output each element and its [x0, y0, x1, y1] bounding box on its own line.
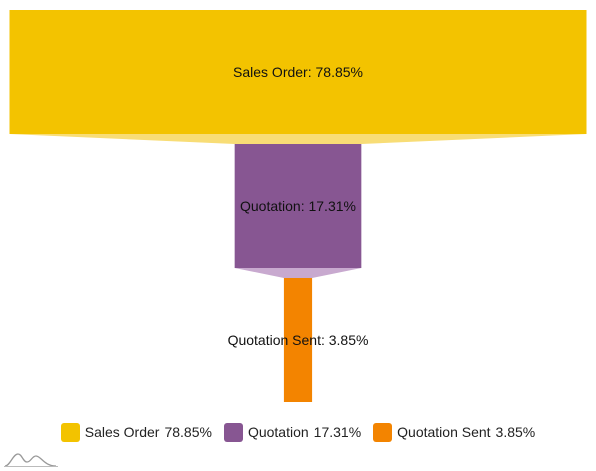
funnel-bar-quotation-sent[interactable] [283, 278, 313, 402]
legend: Sales Order 78.85% Quotation 17.31% Quot… [0, 420, 596, 444]
legend-item-quotation-sent[interactable]: Quotation Sent 3.85% [373, 422, 536, 442]
legend-label-sales-order: Sales Order [84, 424, 160, 440]
legend-swatch-sales-order [60, 422, 80, 442]
legend-value-sales-order: 78.85% [164, 424, 212, 440]
legend-item-sales-order[interactable]: Sales Order 78.85% [60, 422, 212, 442]
legend-item-quotation[interactable]: Quotation 17.31% [223, 422, 362, 442]
funnel-connector-quotation [234, 268, 362, 278]
funnel-label-sales-order: Sales Order: 78.85% [233, 64, 363, 80]
funnel-connector-sales-order [9, 134, 587, 144]
legend-label-quotation-sent: Quotation Sent [397, 424, 491, 440]
legend-swatch-quotation-sent [373, 422, 393, 442]
funnel-plot: Sales Order: 78.85% Quotation: 17.31% Quot… [9, 10, 587, 402]
legend-swatch-quotation [223, 422, 243, 442]
legend-label-quotation: Quotation [247, 424, 309, 440]
funnel-label-quotation-sent: Quotation Sent: 3.85% [228, 332, 369, 348]
funnel-bar-sales-order[interactable] [9, 10, 587, 134]
legend-value-quotation-sent: 3.85% [495, 424, 536, 440]
funnel-label-quotation: Quotation: 17.31% [240, 198, 356, 214]
funnel-bar-quotation[interactable] [234, 144, 362, 268]
legend-value-quotation: 17.31% [313, 424, 362, 440]
chart-logo-icon [4, 453, 58, 467]
